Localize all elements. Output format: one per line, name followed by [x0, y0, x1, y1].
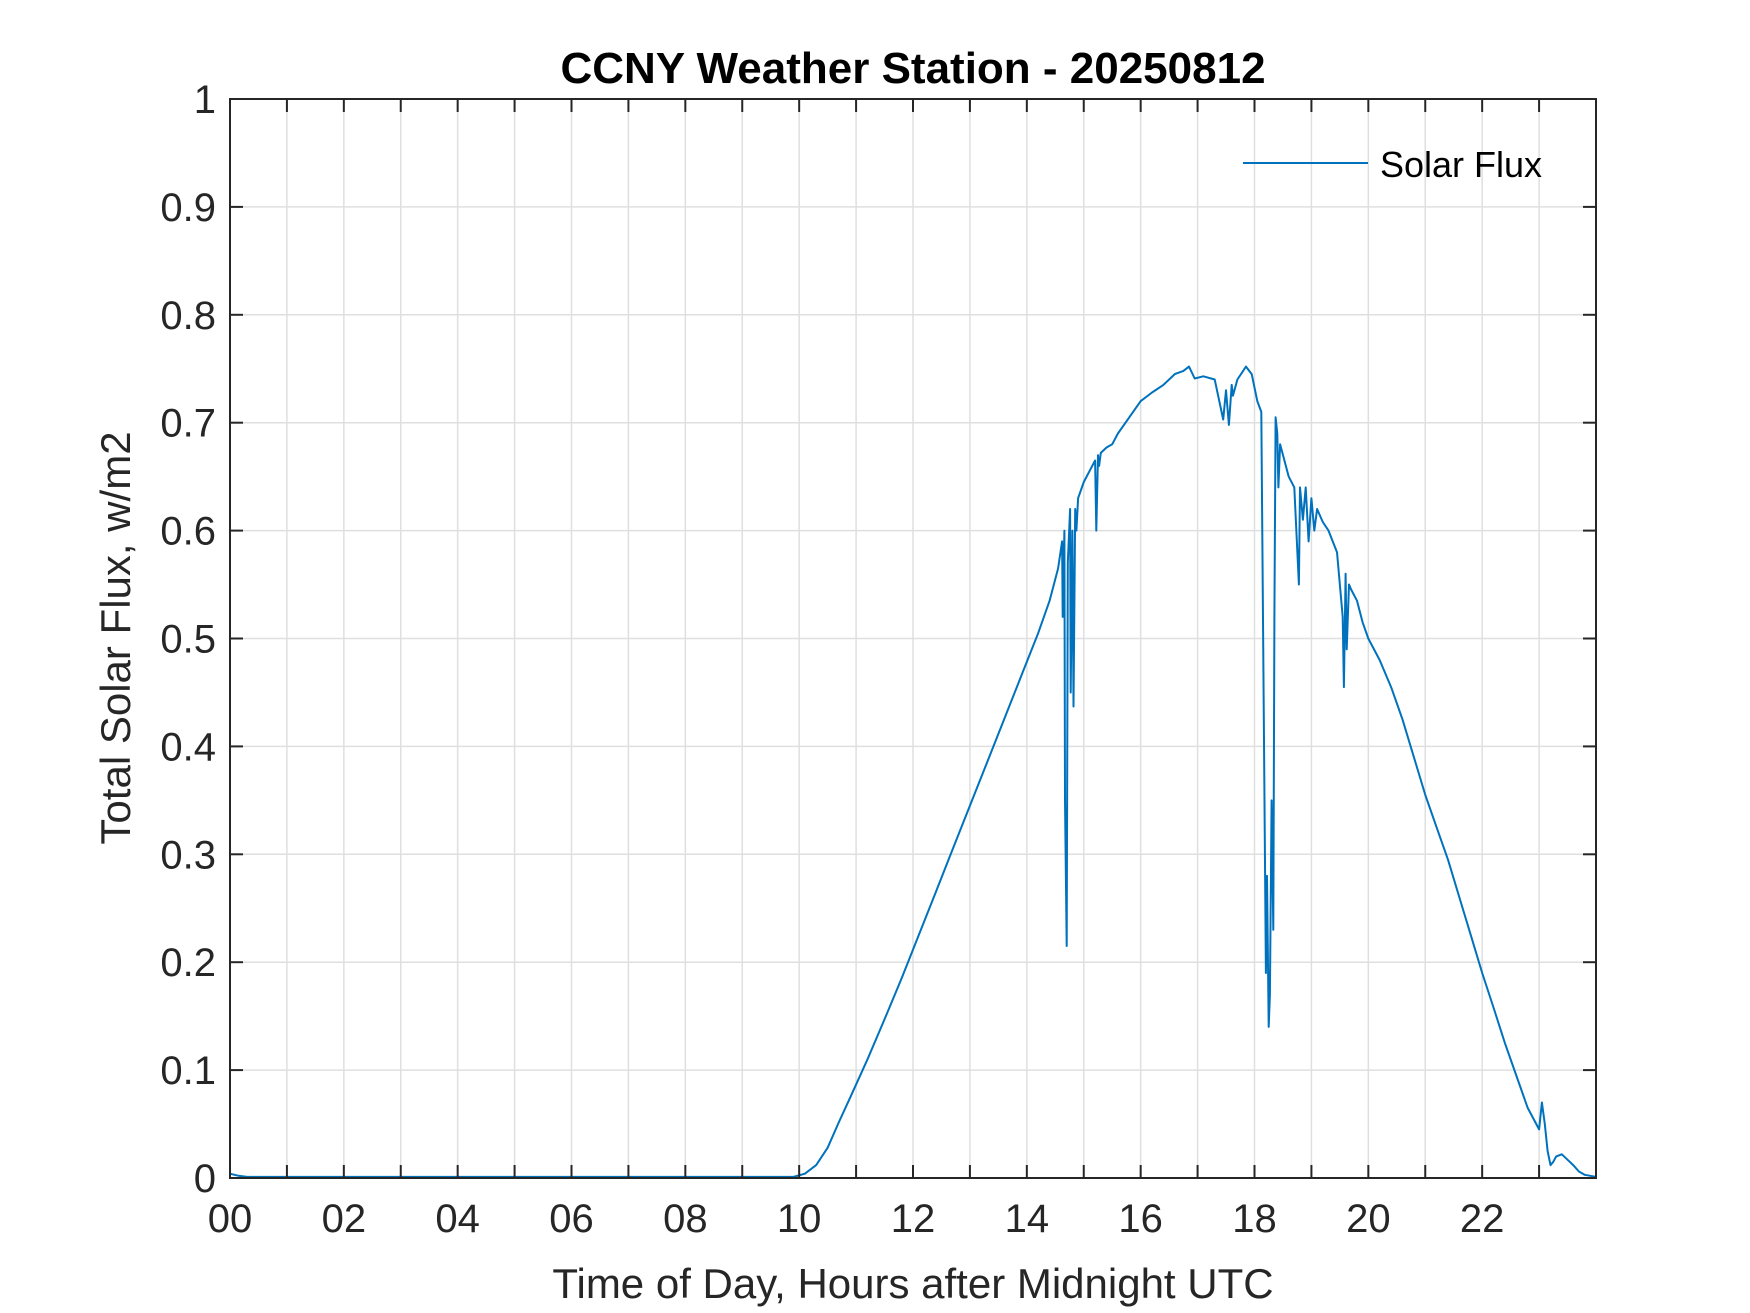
- series-line-0: [229, 365, 1597, 1178]
- x-tick-label: 16: [1118, 1197, 1163, 1241]
- x-tick-label: 02: [322, 1197, 367, 1241]
- y-tick-label: 0.8: [160, 294, 216, 338]
- y-tick-label: 0.5: [160, 618, 216, 662]
- x-tick-label: 18: [1232, 1197, 1277, 1241]
- x-tick-labels: 00 02 04 06 08 10 12 14 16 18 20 22: [208, 1197, 1505, 1241]
- y-tick-label: 1: [194, 78, 216, 122]
- x-tick-label: 06: [549, 1197, 594, 1241]
- x-tick-label: 14: [1005, 1197, 1050, 1241]
- tick-marks: [229, 98, 1597, 1179]
- y-tick-labels: 0 0.1 0.2 0.3 0.4 0.5 0.6 0.7 0.8 0.9 1: [160, 78, 216, 1201]
- y-tick-label: 0.6: [160, 510, 216, 554]
- y-tick-label: 0.7: [160, 402, 216, 446]
- x-axis-label: Time of Day, Hours after Midnight UTC: [552, 1260, 1273, 1307]
- x-tick-label: 20: [1346, 1197, 1391, 1241]
- x-tick-label: 10: [777, 1197, 822, 1241]
- chart-title: CCNY Weather Station - 20250812: [560, 44, 1265, 93]
- y-tick-label: 0.1: [160, 1049, 216, 1093]
- y-tick-label: 0.4: [160, 725, 216, 769]
- series-layer: [229, 365, 1597, 1178]
- x-tick-label: 08: [663, 1197, 708, 1241]
- y-tick-label: 0.3: [160, 833, 216, 877]
- y-tick-label: 0.2: [160, 941, 216, 985]
- x-tick-label: 12: [891, 1197, 936, 1241]
- y-tick-label: 0: [194, 1157, 216, 1201]
- y-tick-label: 0.9: [160, 186, 216, 230]
- grid-lines: [229, 98, 1597, 1179]
- y-axis-label: Total Solar Flux, w/m2: [92, 431, 139, 844]
- x-tick-label: 22: [1460, 1197, 1505, 1241]
- legend-label-solar-flux: Solar Flux: [1380, 144, 1542, 185]
- x-tick-label: 04: [435, 1197, 480, 1241]
- x-tick-label: 00: [208, 1197, 253, 1241]
- legend: Solar Flux: [1243, 144, 1542, 185]
